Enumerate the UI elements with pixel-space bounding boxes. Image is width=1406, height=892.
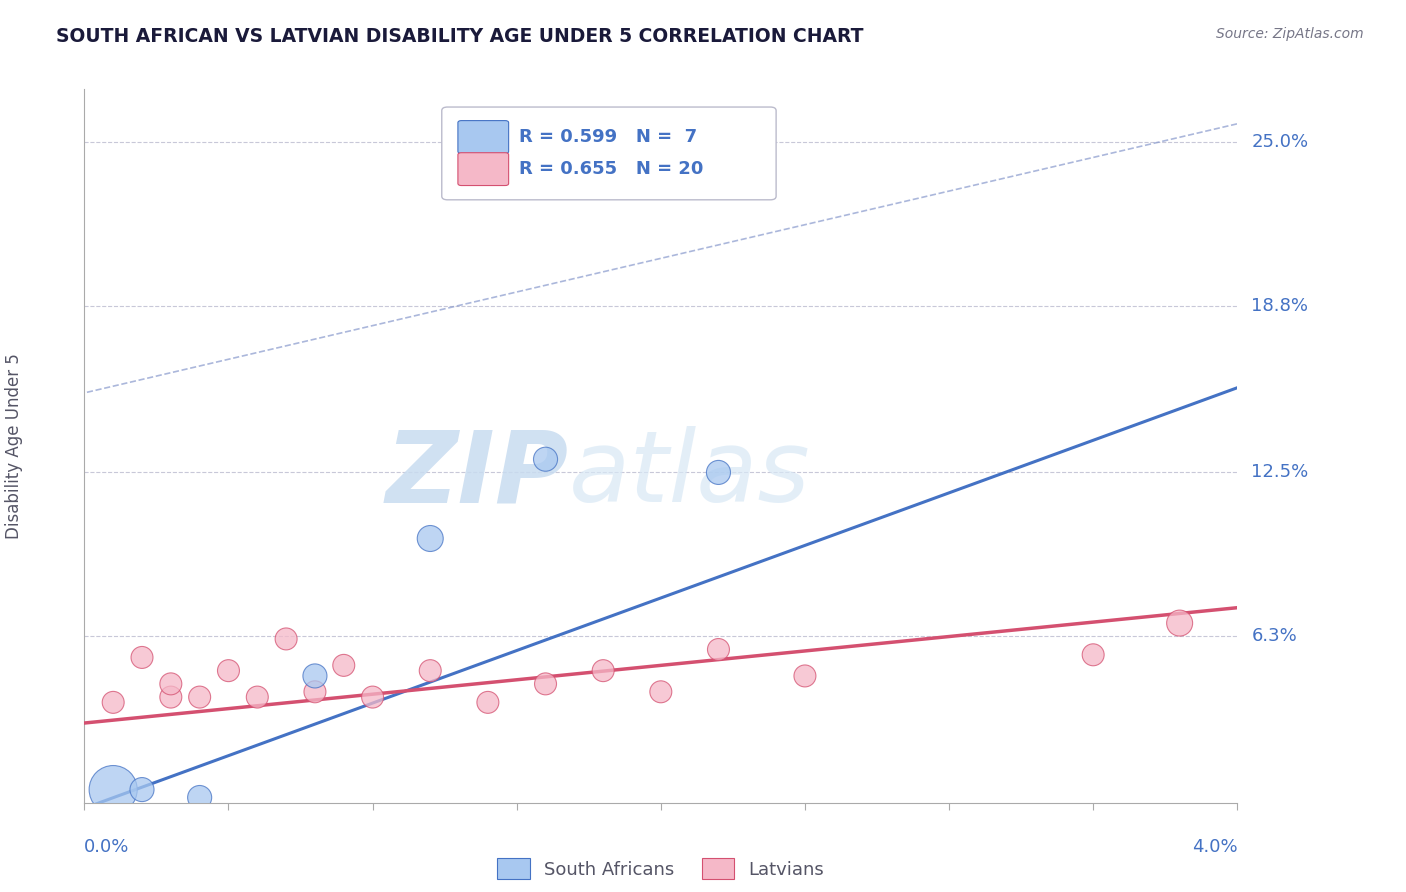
Point [131,650,153,665]
FancyBboxPatch shape [458,120,509,153]
Point [160,677,183,691]
Point [707,466,730,480]
Point [592,664,614,678]
Point [419,664,441,678]
Text: 18.8%: 18.8% [1251,297,1309,315]
Point [131,782,153,797]
Point [793,669,815,683]
Legend: South Africans, Latvians: South Africans, Latvians [491,851,831,887]
FancyBboxPatch shape [458,153,509,186]
Text: 25.0%: 25.0% [1251,133,1309,151]
Point [304,685,326,699]
Point [650,685,672,699]
Text: 12.5%: 12.5% [1251,464,1309,482]
Text: Source: ZipAtlas.com: Source: ZipAtlas.com [1216,27,1364,41]
Point [419,532,441,546]
Point [217,664,239,678]
Point [332,658,354,673]
Text: SOUTH AFRICAN VS LATVIAN DISABILITY AGE UNDER 5 CORRELATION CHART: SOUTH AFRICAN VS LATVIAN DISABILITY AGE … [56,27,863,45]
Point [274,632,298,646]
Text: R = 0.599   N =  7: R = 0.599 N = 7 [519,128,697,146]
Point [534,452,557,467]
Point [188,690,211,704]
Point [477,695,499,709]
Point [103,782,124,797]
Text: R = 0.655   N = 20: R = 0.655 N = 20 [519,161,703,178]
Point [103,695,124,709]
Text: 0.0%: 0.0% [84,838,129,856]
Text: 6.3%: 6.3% [1251,627,1298,645]
Text: atlas: atlas [568,426,810,523]
Point [1083,648,1105,662]
Point [188,790,211,805]
Point [160,690,183,704]
Point [1168,616,1191,631]
Point [361,690,384,704]
Point [246,690,269,704]
Text: 4.0%: 4.0% [1192,838,1237,856]
Text: Disability Age Under 5: Disability Age Under 5 [6,353,22,539]
Text: ZIP: ZIP [385,426,568,523]
Point [304,669,326,683]
Point [707,642,730,657]
FancyBboxPatch shape [441,107,776,200]
Point [534,677,557,691]
